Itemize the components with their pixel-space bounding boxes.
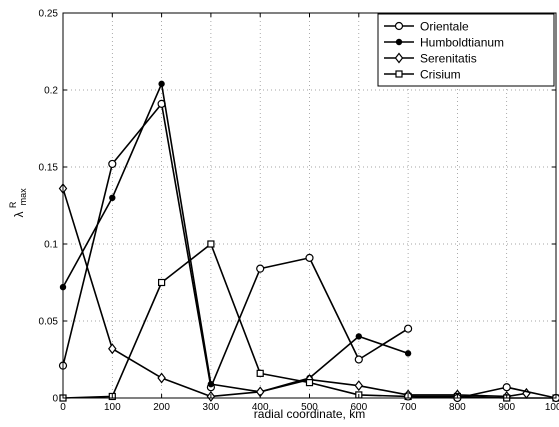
- y-tick-label: 0.05: [39, 317, 59, 328]
- y-tick-label: 0.2: [44, 86, 58, 97]
- x-tick-label: 0: [60, 402, 66, 413]
- x-tick-label: 100: [104, 402, 121, 413]
- legend-label-humboldtianum: Humboldtianum: [420, 36, 504, 50]
- legend-item-humboldtianum: Humboldtianum: [384, 36, 504, 50]
- data-point-humboldtianum: [158, 80, 165, 88]
- data-point-orientale: [305, 253, 314, 262]
- legend-marker-serenitatis: [394, 52, 404, 64]
- legend-label-serenitatis: Serenitatis: [420, 52, 477, 66]
- data-point-serenitatis: [354, 380, 364, 392]
- data-point-orientale: [256, 264, 265, 273]
- x-tick-label: 500: [301, 402, 318, 413]
- data-point-humboldtianum: [404, 350, 412, 357]
- legend: Orientale Humboldtianum Serenitatis Crisium: [377, 13, 555, 87]
- x-tick-label: 900: [498, 402, 515, 413]
- data-point-orientale: [404, 324, 413, 333]
- legend-marker-crisium: [395, 70, 403, 78]
- data-point-crisium: [256, 369, 264, 377]
- data-point-orientale: [354, 355, 363, 364]
- legend-marker-orientale: [394, 21, 404, 31]
- legend-label-orientale: Orientale: [420, 20, 469, 34]
- legend-item-orientale: Orientale: [384, 20, 469, 34]
- y-axis-label: λ R max: [5, 188, 28, 218]
- x-tick-label: 800: [449, 402, 466, 413]
- data-point-serenitatis: [157, 372, 166, 384]
- x-tick-label: 600: [350, 402, 367, 413]
- data-point-humboldtianum: [207, 380, 215, 388]
- data-point-humboldtianum: [109, 194, 116, 201]
- data-point-crisium: [158, 278, 166, 287]
- legend-label-crisium: Crisium: [420, 68, 461, 82]
- y-tick-label: 0: [52, 394, 58, 405]
- y-tick-label: 0.1: [44, 240, 58, 251]
- data-point-crisium: [207, 240, 215, 248]
- y-tick-label: 0.15: [39, 163, 59, 174]
- legend-marker-humboldtianum: [395, 38, 403, 46]
- y-tick-label: 0.25: [39, 9, 59, 20]
- y-axis-label-sup: R: [8, 201, 18, 208]
- legend-item-serenitatis: Serenitatis: [384, 52, 477, 66]
- x-tick-label: 700: [400, 402, 417, 413]
- x-tick-label: 400: [252, 402, 269, 413]
- data-point-orientale: [108, 159, 117, 169]
- y-axis-label-base: λ: [12, 212, 26, 218]
- x-tick-label: 200: [153, 402, 170, 413]
- series-line-humboldtianum: [62, 83, 409, 393]
- y-axis-label-sub: max: [18, 188, 28, 206]
- legend-item-crisium: Crisium: [384, 68, 461, 82]
- data-point-crisium: [305, 379, 314, 387]
- data-point-unlabeled: [502, 383, 511, 392]
- data-point-humboldtianum: [355, 333, 362, 340]
- x-tick-label: 300: [203, 402, 220, 413]
- data-point-serenitatis: [108, 343, 117, 355]
- series-line-unlabeled: [408, 386, 557, 399]
- x-axis-label: radial coordinate, km: [254, 407, 365, 421]
